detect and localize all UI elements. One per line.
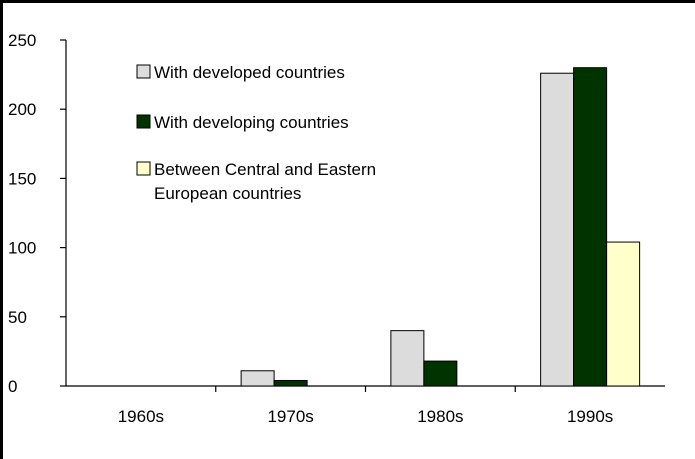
bar: [240, 370, 275, 387]
legend-swatch: [136, 161, 151, 176]
y-tick-label: 0: [8, 377, 17, 396]
legend-swatch: [136, 64, 151, 79]
legend-label: With developing countries: [154, 113, 349, 132]
bar: [606, 241, 641, 387]
x-tick-label: 1960s: [118, 407, 164, 426]
legend-label: With developed countries: [154, 63, 345, 82]
y-tick-label: 200: [8, 100, 36, 119]
y-tick-label: 150: [8, 169, 36, 188]
x-tick-label: 1970s: [267, 407, 313, 426]
legend: With developed countries With developing …: [136, 63, 376, 203]
x-tick-label: 1980s: [417, 407, 463, 426]
axes: 0 50 100 150 200 250 1960s 1970s 1980s 1990s: [8, 31, 665, 426]
bar: [540, 72, 575, 387]
bar: [390, 330, 425, 387]
legend-label: European countries: [154, 184, 301, 203]
legend-swatch: [136, 114, 151, 129]
bars: [240, 67, 641, 387]
y-tick-label: 100: [8, 239, 36, 258]
bar: [273, 379, 308, 387]
y-tick-label: 50: [8, 308, 27, 327]
bar: [423, 360, 458, 387]
bar: [573, 67, 608, 387]
y-tick-label: 250: [8, 31, 36, 50]
x-tick-label: 1990s: [567, 407, 613, 426]
legend-label: Between Central and Eastern: [154, 160, 376, 179]
